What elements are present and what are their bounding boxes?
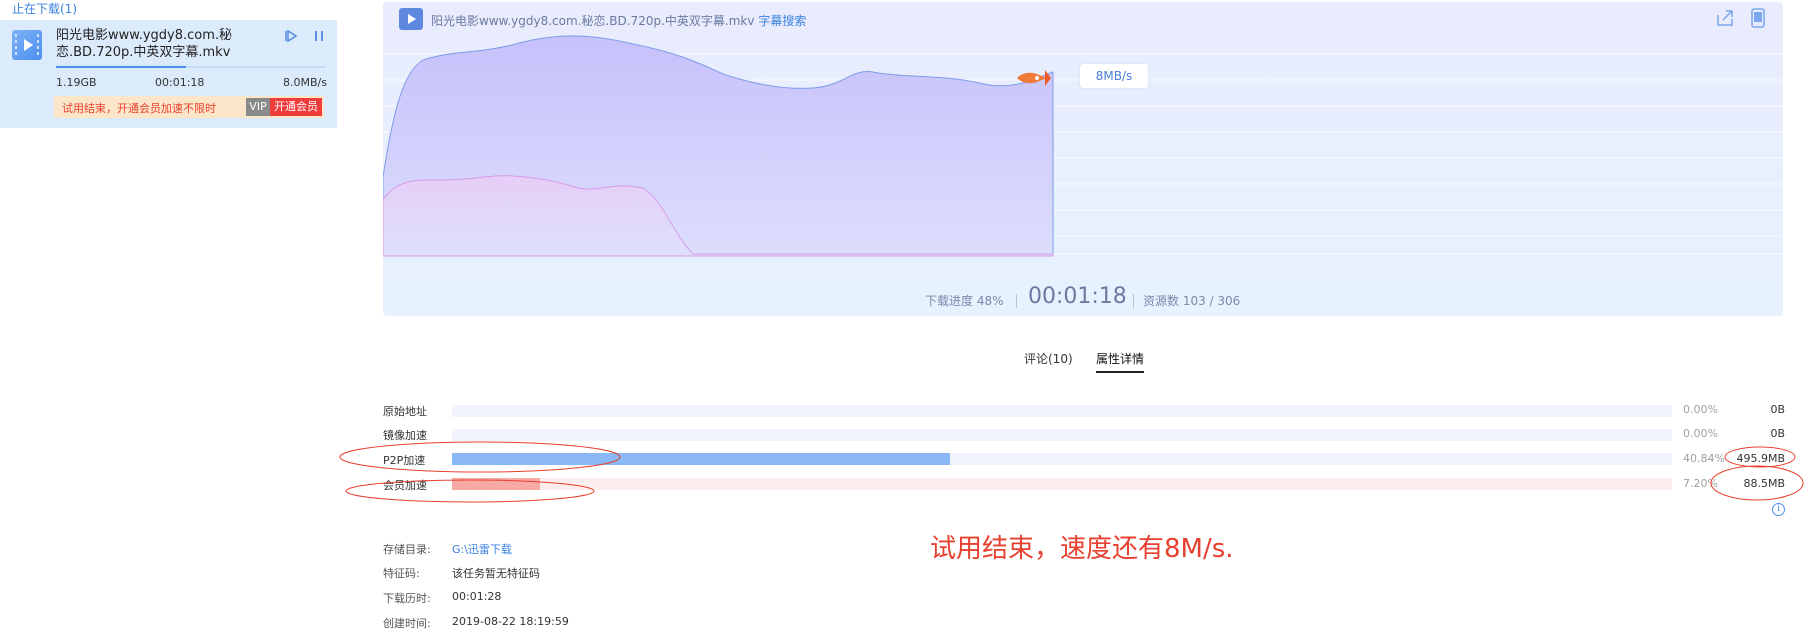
prop-label-signature: 特征码: xyxy=(383,567,420,580)
speed-chart xyxy=(383,35,1783,257)
source-label-p2p: P2P加速 xyxy=(383,454,426,467)
source-size-mirror: 0B xyxy=(1770,427,1785,440)
subtitle-search-link[interactable]: 字幕搜索 xyxy=(758,14,807,28)
task-time: 00:01:18 xyxy=(155,76,205,89)
source-label-mirror: 镜像加速 xyxy=(383,429,427,442)
source-percent-origin: 0.00% xyxy=(1683,403,1718,416)
task-progress-bar xyxy=(56,66,326,68)
prop-value-signature: 该任务暂无特征码 xyxy=(452,567,540,580)
download-progress-label: 下载进度 48% xyxy=(925,294,1004,308)
speed-chart-panel: 阳光电影www.ygdy8.com.秘恋.BD.720p.中英双字幕.mkv 字… xyxy=(383,2,1783,316)
task-size: 1.19GB xyxy=(56,76,97,89)
resources-count: 资源数 103 / 306 xyxy=(1143,294,1241,308)
pause-icon[interactable] xyxy=(313,28,325,44)
video-file-icon xyxy=(12,30,42,60)
download-task-card[interactable]: 阳光电影www.ygdy8.com.秘恋.BD.720p.中英双字幕.mkv 1… xyxy=(0,20,337,128)
downloading-header[interactable]: 止在下载(1) xyxy=(12,2,77,16)
source-bar-origin xyxy=(452,405,1672,417)
download-stats-row: 下载进度 48% 00:01:18 资源数 103 / 306 xyxy=(383,284,1783,314)
open-vip-button[interactable]: 开通会员 xyxy=(270,98,322,116)
source-size-vip: 88.5MB xyxy=(1743,477,1785,490)
source-bar-vip xyxy=(452,478,1672,490)
source-percent-p2p: 40.84% xyxy=(1683,452,1725,465)
prop-label-directory: 存储目录: xyxy=(383,543,431,556)
export-icon[interactable] xyxy=(1715,8,1735,28)
source-percent-vip: 7.20% xyxy=(1683,477,1718,490)
trial-notice-text: 试用结束，开通会员加速不限时 xyxy=(62,102,216,115)
task-progress-fill xyxy=(56,66,186,68)
prop-value-directory[interactable]: G:\迅雷下载 xyxy=(452,543,512,556)
chart-video-file-icon xyxy=(399,8,423,30)
current-speed-badge: 8MB/s xyxy=(1080,64,1148,88)
source-bar-p2p-fill xyxy=(452,453,951,465)
source-label-vip: 会员加速 xyxy=(383,479,427,492)
prop-label-duration: 下载历时: xyxy=(383,592,431,605)
stats-divider xyxy=(1133,294,1134,308)
elapsed-time: 00:01:18 xyxy=(1028,284,1127,309)
vip-badge: VIP xyxy=(246,98,270,116)
prop-value-created: 2019-08-22 18:19:59 xyxy=(452,615,569,628)
task-file-name: 阳光电影www.ygdy8.com.秘恋.BD.720p.中英双字幕.mkv xyxy=(56,28,233,60)
source-bar-mirror xyxy=(452,429,1672,441)
tab-comments[interactable]: 评论(10) xyxy=(1024,352,1073,366)
source-bar-vip-fill xyxy=(452,478,540,490)
prop-value-duration: 00:01:28 xyxy=(452,590,502,603)
source-percent-mirror: 0.00% xyxy=(1683,427,1718,440)
stats-divider xyxy=(1016,294,1017,308)
vip-speed-area xyxy=(383,175,1054,257)
source-size-p2p: 495.9MB xyxy=(1736,452,1785,465)
source-bar-p2p xyxy=(452,453,1672,465)
info-icon[interactable]: i xyxy=(1772,503,1785,516)
chart-file-name-text: 阳光电影www.ygdy8.com.秘恋.BD.720p.中英双字幕.mkv xyxy=(431,14,755,28)
tab-property-details[interactable]: 属性详情 xyxy=(1096,350,1145,373)
trial-notice-bar: 试用结束，开通会员加速不限时 VIP 开通会员 xyxy=(54,96,324,118)
chart-file-name: 阳光电影www.ygdy8.com.秘恋.BD.720p.中英双字幕.mkv 字… xyxy=(431,12,806,29)
annotation-text: 试用结束，速度还有8M/s. xyxy=(930,534,1234,564)
prop-label-created: 创建时间: xyxy=(383,617,431,630)
source-size-origin: 0B xyxy=(1770,403,1785,416)
play-icon[interactable] xyxy=(284,28,298,44)
phone-icon[interactable] xyxy=(1748,8,1768,28)
rocket-icon xyxy=(1017,70,1051,86)
task-speed: 8.0MB/s xyxy=(283,76,327,89)
source-label-origin: 原始地址 xyxy=(383,405,427,418)
